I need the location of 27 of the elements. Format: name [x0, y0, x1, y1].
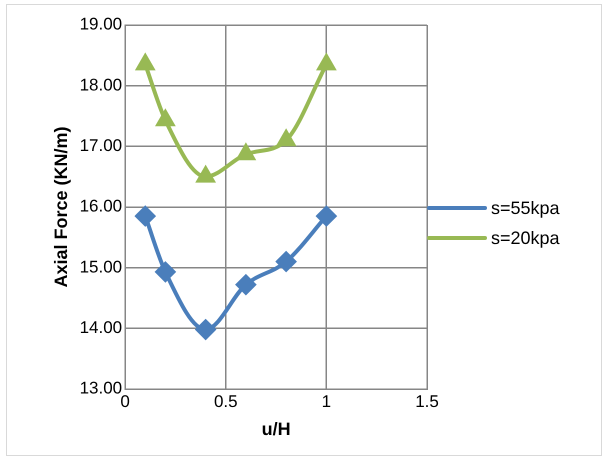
y-tick-label: 17.00	[80, 136, 122, 156]
point	[156, 110, 174, 126]
y-tick-label: 16.00	[80, 196, 122, 216]
y-tick-label: 18.00	[80, 75, 122, 94]
point	[277, 130, 296, 146]
point	[236, 274, 256, 295]
y-tick-label: 15.00	[80, 257, 122, 276]
point	[276, 252, 296, 272]
y-tick-label: 13.00	[80, 378, 122, 398]
x-tick-label: 1	[322, 392, 332, 411]
point	[136, 54, 154, 70]
x-tick-label: 0	[120, 392, 130, 411]
y-tick-label: 19.00	[80, 14, 122, 34]
x-tick-label: 1.5	[415, 392, 439, 411]
point	[196, 320, 216, 340]
y-axis-title: Axial Force (KN/m)	[50, 126, 71, 288]
point	[135, 206, 156, 226]
point	[317, 54, 336, 70]
point	[196, 166, 215, 183]
point	[316, 206, 336, 226]
x-axis-title: u/H	[262, 419, 291, 440]
y-tick-label: 14.00	[80, 318, 122, 338]
legend-label: s=55kpa	[491, 198, 560, 218]
point	[155, 262, 176, 282]
legend-label: s=20kpa	[491, 228, 560, 248]
x-tick-label: 0.5	[214, 392, 238, 411]
point	[236, 144, 255, 160]
